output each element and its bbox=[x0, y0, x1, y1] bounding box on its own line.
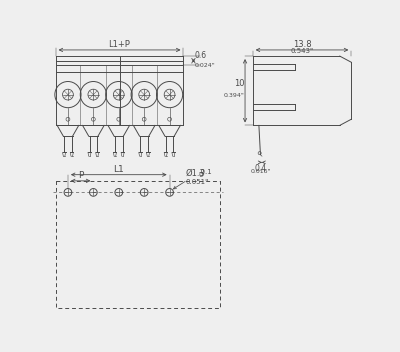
Text: 0.4: 0.4 bbox=[254, 164, 266, 173]
Text: L1+P: L1+P bbox=[108, 40, 130, 49]
Text: 0.394": 0.394" bbox=[223, 93, 244, 98]
Text: 0.016": 0.016" bbox=[250, 169, 271, 174]
Text: 0: 0 bbox=[199, 172, 203, 178]
Text: 0.543": 0.543" bbox=[290, 48, 314, 54]
Text: 0.024": 0.024" bbox=[195, 63, 216, 68]
Text: 13.8: 13.8 bbox=[293, 40, 311, 49]
Text: 10: 10 bbox=[234, 80, 244, 88]
Text: 0.051": 0.051" bbox=[186, 178, 209, 184]
Text: P: P bbox=[78, 171, 83, 180]
Text: Ø1.3: Ø1.3 bbox=[186, 169, 206, 178]
Bar bbox=[56, 181, 220, 308]
Text: -0.1: -0.1 bbox=[199, 169, 212, 175]
Text: L1: L1 bbox=[113, 165, 124, 174]
Text: 0.6: 0.6 bbox=[195, 51, 207, 60]
